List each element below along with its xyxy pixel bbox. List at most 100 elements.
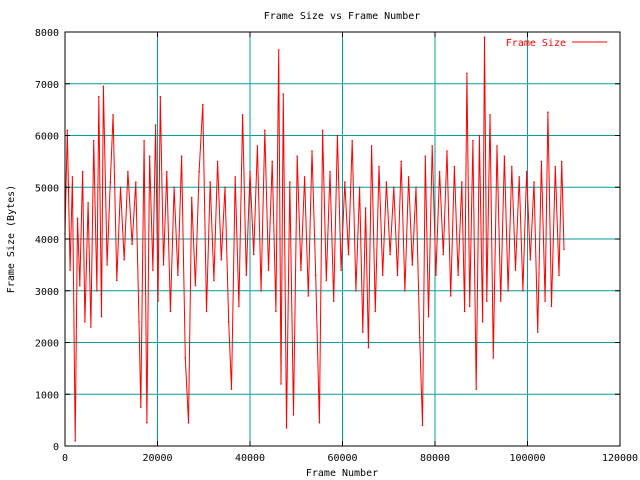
data-point	[415, 186, 417, 189]
data-point	[400, 160, 403, 163]
data-point	[424, 155, 427, 157]
data-point	[245, 274, 248, 277]
data-point	[81, 170, 84, 173]
data-point	[370, 145, 373, 147]
data-point	[358, 186, 361, 189]
data-point	[396, 274, 399, 277]
data-point	[529, 258, 532, 261]
data-point	[525, 170, 528, 173]
data-point	[449, 295, 452, 297]
data-point	[187, 421, 190, 424]
data-point	[220, 258, 223, 261]
data-point	[292, 414, 295, 416]
data-point	[329, 170, 331, 173]
y-tick-label: 5000	[35, 183, 59, 194]
legend: Frame Size	[506, 38, 607, 49]
data-point	[533, 181, 535, 183]
data-point	[364, 207, 367, 209]
data-point	[69, 269, 71, 271]
data-point	[112, 114, 114, 116]
data-point	[162, 264, 165, 266]
data-point	[71, 176, 74, 178]
data-point	[340, 269, 342, 271]
data-point	[234, 176, 236, 178]
data-point	[148, 155, 151, 157]
data-point	[325, 279, 328, 282]
data-point	[453, 165, 456, 168]
y-tick-label: 1000	[35, 390, 59, 401]
data-point	[205, 310, 208, 313]
data-point	[119, 186, 122, 189]
data-point	[344, 181, 346, 183]
data-point	[84, 321, 86, 323]
data-point	[374, 310, 377, 313]
data-point	[79, 284, 81, 287]
data-point	[198, 170, 200, 173]
data-point	[489, 114, 491, 116]
data-point	[421, 424, 424, 427]
data-point	[560, 160, 563, 163]
data-point	[481, 321, 484, 323]
data-point	[472, 139, 474, 142]
data-point	[411, 264, 414, 266]
x-tick-label: 80000	[420, 453, 450, 464]
data-point	[554, 165, 557, 168]
data-point	[157, 300, 159, 302]
y-tick-label: 2000	[35, 339, 59, 350]
x-tick-label: 40000	[235, 453, 265, 464]
x-axis: 0 20000 40000 60000 80000 100000 120000	[62, 32, 638, 464]
data-point	[522, 290, 524, 292]
data-point	[282, 93, 285, 95]
data-point	[303, 176, 306, 178]
data-point	[478, 134, 481, 137]
data-point	[378, 165, 380, 168]
data-point	[184, 357, 187, 359]
data-point	[216, 160, 219, 163]
data-point	[140, 406, 142, 409]
data-point	[466, 72, 468, 75]
data-point	[468, 305, 471, 308]
data-point	[123, 258, 125, 261]
data-point	[544, 300, 546, 302]
data-point	[347, 253, 350, 256]
x-axis-label: Frame Number	[306, 468, 378, 479]
data-point	[321, 129, 324, 132]
data-point	[311, 150, 313, 152]
data-point	[166, 170, 168, 173]
data-point	[507, 290, 509, 292]
y-tick-label: 4000	[35, 235, 59, 246]
data-point	[381, 274, 384, 277]
data-point	[152, 269, 154, 271]
data-point	[116, 279, 118, 282]
data-point	[407, 176, 410, 178]
data-point	[332, 300, 335, 302]
data-point	[277, 49, 280, 51]
data-point	[418, 336, 421, 339]
data-point	[547, 111, 549, 113]
data-point	[518, 176, 520, 178]
data-point	[486, 300, 488, 302]
data-point	[106, 264, 108, 266]
data-point	[461, 181, 463, 183]
data-point	[96, 290, 98, 292]
y-axis-label: Frame Size (Bytes)	[6, 185, 17, 293]
x-tick-label: 120000	[602, 453, 638, 464]
data-point	[98, 95, 100, 98]
data-point	[202, 103, 204, 106]
data-point	[475, 388, 478, 390]
y-tick-label: 7000	[35, 80, 59, 91]
data-point	[131, 243, 133, 245]
data-point	[271, 160, 274, 163]
data-point	[438, 170, 441, 173]
data-point	[511, 165, 513, 168]
data-point	[194, 284, 197, 287]
data-point	[66, 129, 69, 132]
data-point	[135, 181, 137, 183]
chart-title: Frame Size vs Frame Number	[264, 11, 421, 22]
data-point	[499, 300, 502, 302]
data-point	[252, 253, 255, 256]
data-point	[76, 217, 79, 220]
data-point	[285, 427, 288, 429]
data-point	[177, 274, 179, 277]
